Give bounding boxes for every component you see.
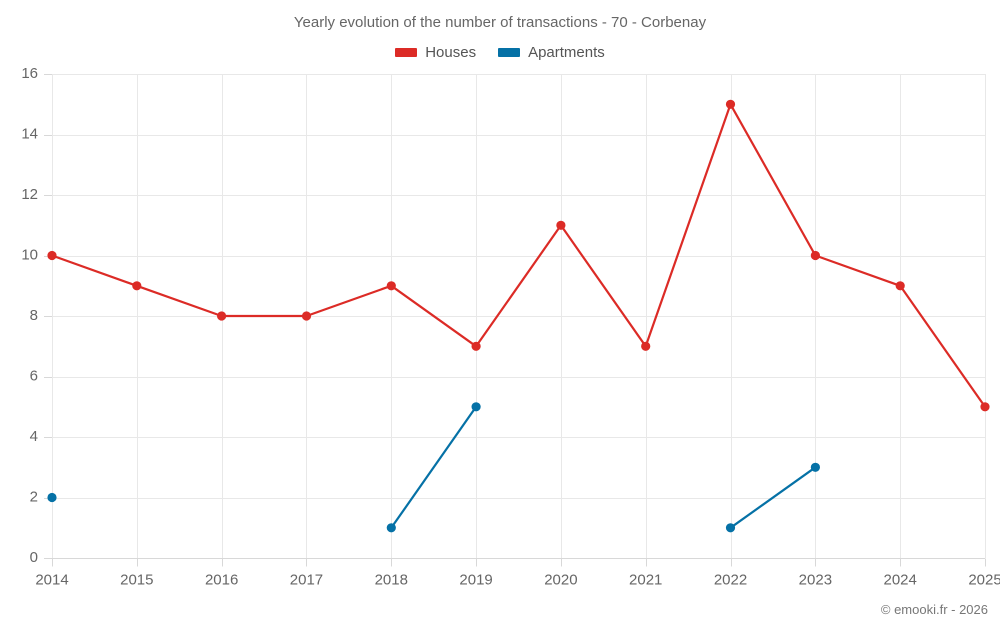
x-tick-label: 2018 — [375, 572, 408, 589]
y-axis-tick-labels: 0 2 4 6 8 10 12 14 16 — [21, 65, 38, 566]
legend-label-apartments: Apartments — [528, 44, 605, 61]
data-point[interactable] — [895, 281, 905, 291]
y-tick-label: 4 — [30, 428, 38, 445]
data-point[interactable] — [810, 462, 821, 472]
data-point[interactable] — [556, 220, 566, 230]
x-tick-label: 2016 — [205, 572, 238, 589]
data-point[interactable] — [471, 341, 481, 351]
x-tick-label: 2023 — [799, 572, 832, 589]
legend-swatch-houses — [395, 48, 418, 57]
grid-lines — [52, 74, 986, 559]
series-apartments — [47, 402, 821, 533]
legend-item-apartments[interactable]: Apartments — [498, 44, 605, 61]
y-tick-label: 12 — [21, 186, 38, 203]
x-tick-label: 2025 — [968, 572, 1000, 589]
data-point[interactable] — [47, 250, 57, 261]
footer-credit: © emooki.fr - 2026 — [880, 602, 988, 617]
x-tick-label: 2021 — [629, 572, 662, 589]
data-point[interactable] — [810, 250, 821, 261]
x-tick-label: 2014 — [35, 572, 68, 589]
y-tick-label: 14 — [21, 125, 38, 142]
data-point[interactable] — [217, 311, 227, 321]
data-point[interactable] — [641, 341, 651, 351]
series-line-houses — [50, 103, 987, 408]
chart-legend: Houses Apartments — [0, 44, 1000, 61]
series-houses — [47, 99, 990, 412]
y-tick-label: 0 — [30, 549, 38, 566]
x-tick-label: 2019 — [459, 572, 492, 589]
series-line-apartments — [729, 466, 817, 529]
data-point[interactable] — [386, 523, 396, 533]
data-point[interactable] — [980, 402, 990, 412]
data-point[interactable] — [47, 492, 57, 503]
y-tick-label: 2 — [30, 488, 38, 505]
data-point[interactable] — [386, 281, 396, 291]
y-tick-label: 10 — [21, 246, 38, 263]
data-series — [47, 99, 990, 533]
y-tick-label: 6 — [30, 367, 38, 384]
x-axis-tick-labels: 2014 2015 2016 2017 2018 2019 2020 2021 2022 2023… — [35, 572, 1000, 589]
x-tick-label: 2020 — [544, 572, 577, 589]
legend-label-houses: Houses — [425, 44, 477, 61]
data-point[interactable] — [132, 281, 142, 291]
data-point[interactable] — [301, 311, 312, 321]
legend-swatch-apartments — [498, 48, 521, 57]
data-point[interactable] — [471, 402, 481, 412]
y-tick-label: 16 — [21, 65, 38, 82]
data-point[interactable] — [725, 99, 736, 109]
axis-lines — [44, 74, 986, 567]
chart-title: Yearly evolution of the number of transa… — [293, 14, 707, 31]
series-line-apartments — [390, 405, 478, 529]
x-tick-label: 2017 — [290, 572, 323, 589]
x-tick-label: 2024 — [883, 572, 916, 589]
y-tick-label: 8 — [30, 307, 38, 324]
x-tick-label: 2022 — [714, 572, 747, 589]
x-tick-label: 2015 — [120, 572, 153, 589]
legend-item-houses[interactable]: Houses — [395, 44, 476, 61]
data-point[interactable] — [725, 523, 736, 533]
